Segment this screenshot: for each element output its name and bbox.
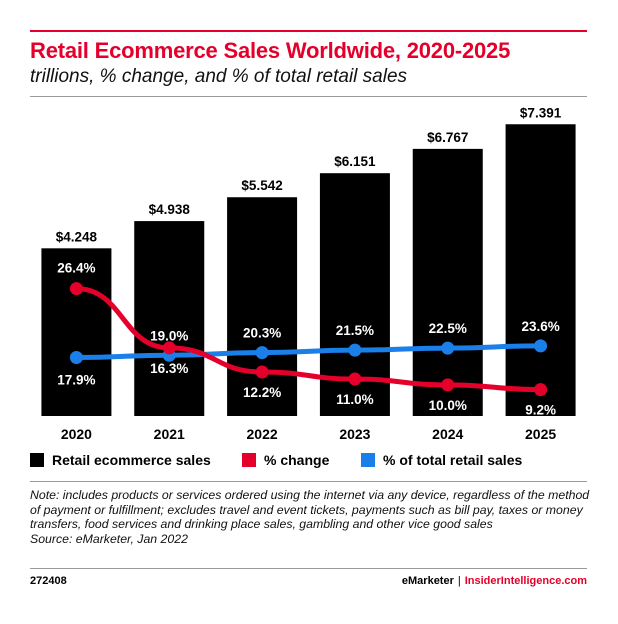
bar-2021 [134, 221, 205, 416]
chart-title: Retail Ecommerce Sales Worldwide, 2020-2… [30, 38, 511, 63]
legend-swatch-black [30, 453, 44, 467]
share-line [73, 343, 544, 360]
x-tick-2022: 2022 [247, 426, 278, 442]
bar-value-label-2020: $4.248 [56, 229, 98, 244]
legend-swatch-blue [361, 453, 375, 467]
change-label-2021: 16.3% [150, 361, 188, 376]
bar-2025 [505, 124, 576, 416]
bar-group [41, 124, 576, 416]
change-label-2023: 11.0% [336, 392, 374, 407]
legend-swatch-red [242, 453, 256, 467]
label-group: $4.248 $4.938 $5.542 $6.151 $6.767 $7.391 17.9… [56, 105, 562, 417]
source-text: Source: eMarketer, Jan 2022 [30, 531, 188, 546]
share-point-2025 [534, 339, 548, 353]
change-point-2023 [348, 372, 362, 386]
share-point-2022 [255, 346, 269, 360]
change-point-2022 [255, 365, 269, 379]
chart-plot: $4.248 $4.938 $5.542 $6.151 $6.767 $7.391 17.9… [41, 105, 576, 442]
share-label-2022: 20.3% [243, 326, 281, 341]
share-label-2025: 23.6% [521, 319, 559, 334]
brand-insider-intelligence: InsiderIntelligence.com [464, 575, 587, 587]
title-accent-bar [30, 30, 587, 32]
share-point-2023 [348, 343, 362, 357]
footer-divider [30, 568, 587, 569]
change-label-2025: 9.2% [525, 403, 556, 418]
change-point-2024 [441, 378, 455, 392]
brand-credit: eMarketer | InsiderIntelligence.com [402, 575, 587, 587]
share-point-2020 [69, 351, 83, 364]
bar-2022 [227, 197, 298, 416]
legend-label: % of total retail sales [383, 452, 523, 468]
x-tick-2025: 2025 [525, 426, 556, 442]
brand-emarketer: eMarketer [401, 575, 454, 587]
legend-label: Retail ecommerce sales [52, 452, 211, 468]
brand-separator: | [457, 575, 461, 587]
line-group [69, 282, 548, 397]
legend-item-change: % change [242, 452, 329, 468]
chart-id: 272408 [30, 575, 67, 587]
change-point-2021 [162, 341, 176, 355]
x-tick-2021: 2021 [154, 426, 185, 442]
bar-value-label-2022: $5.542 [241, 178, 282, 193]
bar-value-label-2024: $6.767 [427, 130, 468, 145]
change-point-2025 [534, 383, 548, 397]
legend-label: % change [264, 452, 330, 468]
x-axis-ticks: 2020 2021 2022 2023 2024 2025 [61, 426, 557, 442]
legend-item-share: % of total retail sales [361, 452, 522, 468]
x-tick-2020: 2020 [61, 426, 92, 442]
notes-divider [30, 481, 587, 482]
share-label-2020: 17.9% [57, 373, 95, 388]
note-text: Note: includes products or services orde… [30, 488, 590, 532]
bar-value-label-2023: $6.151 [334, 154, 376, 169]
change-point-2020 [69, 282, 83, 296]
legend-item-ecommerce: Retail ecommerce sales [30, 452, 211, 468]
change-label-2020: 26.4% [57, 261, 95, 276]
x-tick-2024: 2024 [432, 426, 463, 442]
legend: Retail ecommerce sales % change % of tot… [30, 452, 587, 470]
x-tick-2023: 2023 [339, 426, 370, 442]
share-point-2024 [441, 341, 455, 355]
header-divider [30, 96, 587, 97]
share-label-2024: 22.5% [429, 321, 467, 336]
bar-2020 [41, 248, 112, 416]
chart-subtitle: trillions, % change, and % of total reta… [30, 66, 408, 87]
share-label-2021: 19.0% [150, 328, 188, 343]
change-label-2022: 12.2% [243, 385, 281, 400]
bar-2024 [412, 148, 483, 416]
bar-value-label-2021: $4.938 [149, 202, 191, 217]
bar-value-label-2025: $7.391 [520, 105, 562, 120]
notes: Note: includes products or services orde… [30, 488, 590, 546]
share-label-2023: 21.5% [336, 323, 374, 338]
change-label-2024: 10.0% [429, 398, 467, 413]
